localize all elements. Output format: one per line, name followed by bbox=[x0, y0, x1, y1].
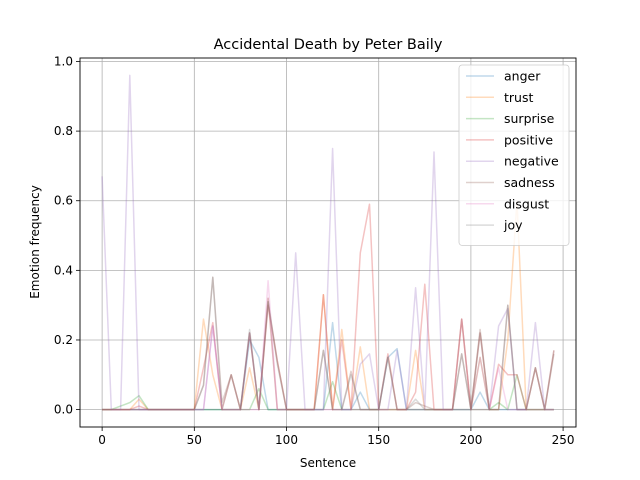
legend-label-positive: positive bbox=[504, 132, 553, 147]
y-tick-label: 0.4 bbox=[54, 263, 73, 277]
y-tick-label: 0.6 bbox=[54, 194, 73, 208]
legend-box bbox=[458, 64, 570, 246]
legend-label-sadness: sadness bbox=[504, 175, 555, 190]
x-tick-label: 0 bbox=[98, 433, 106, 447]
y-axis-ticks: 0.0 0.2 0.4 0.6 0.8 1.0 bbox=[54, 54, 80, 417]
series-line-trust bbox=[102, 199, 554, 411]
series-layer bbox=[101, 74, 555, 411]
x-tick-label: 250 bbox=[552, 433, 575, 447]
series-line-surprise bbox=[102, 374, 554, 411]
x-tick-label: 100 bbox=[275, 433, 298, 447]
plot-frame bbox=[79, 57, 577, 428]
y-tick-label: 0.8 bbox=[54, 124, 73, 138]
series-line-disgust bbox=[102, 280, 554, 411]
legend: anger trust surprise positive negative sadnes… bbox=[458, 64, 570, 246]
x-tick-label: 150 bbox=[367, 433, 390, 447]
legend-label-disgust: disgust bbox=[504, 196, 549, 211]
y-tick-label: 1.0 bbox=[54, 54, 73, 68]
series-line-anger bbox=[102, 321, 554, 411]
x-axis-ticks: 0 50 100 150 200 250 bbox=[98, 427, 575, 447]
x-axis-label: Sentence bbox=[300, 456, 356, 470]
series-line-joy bbox=[102, 276, 555, 411]
series-line-positive bbox=[102, 203, 555, 411]
x-tick-label: 50 bbox=[187, 433, 202, 447]
legend-label-anger: anger bbox=[504, 69, 541, 84]
legend-label-surprise: surprise bbox=[504, 111, 555, 126]
series-line-negative bbox=[101, 74, 554, 411]
series-line-sadness bbox=[102, 276, 555, 411]
legend-label-joy: joy bbox=[503, 218, 523, 233]
y-axis-label: Emotion frequency bbox=[28, 185, 42, 299]
y-tick-label: 0.0 bbox=[54, 403, 73, 417]
x-tick-label: 200 bbox=[459, 433, 482, 447]
legend-label-negative: negative bbox=[504, 154, 559, 169]
y-tick-label: 0.2 bbox=[54, 333, 73, 347]
chart-title: Accidental Death by Peter Baily bbox=[214, 37, 443, 53]
legend-label-trust: trust bbox=[504, 90, 533, 105]
